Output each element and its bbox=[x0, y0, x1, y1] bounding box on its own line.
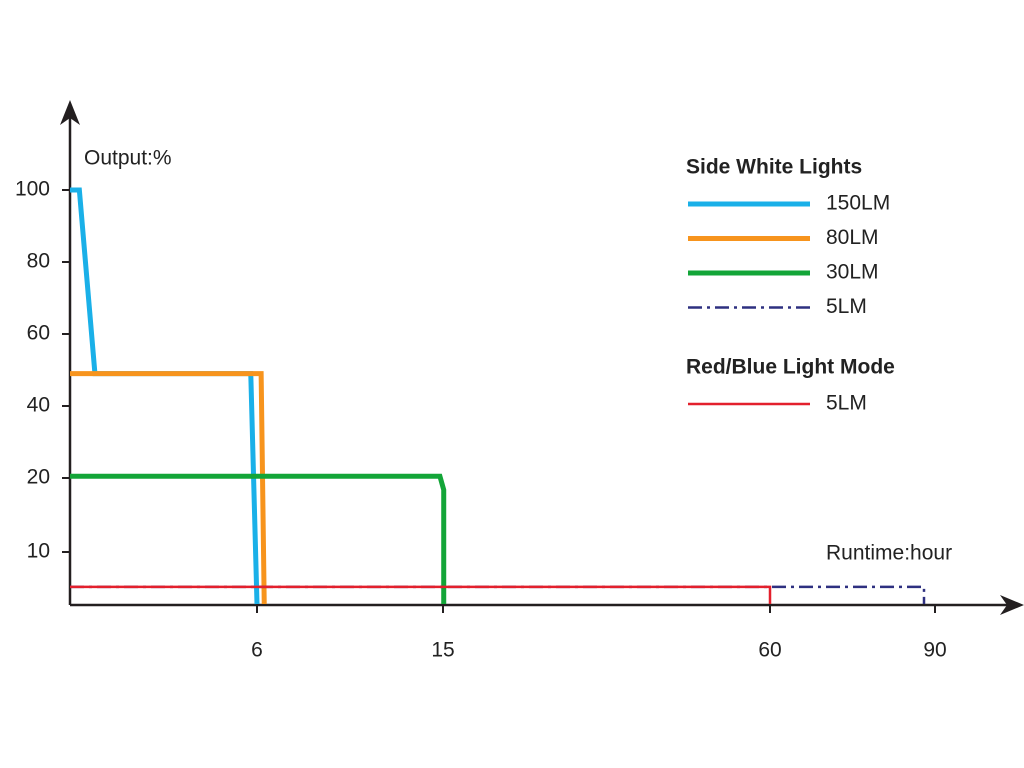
x-tick-label: 90 bbox=[923, 639, 946, 662]
series-line bbox=[70, 585, 926, 604]
y-tick-label: 60 bbox=[27, 322, 50, 345]
x-axis-arrow bbox=[1000, 595, 1024, 615]
legend-label: 30LM bbox=[826, 261, 879, 284]
y-axis-label: Output:% bbox=[84, 147, 172, 170]
legend-label: 5LM bbox=[826, 295, 867, 318]
legend-title: Side White Lights bbox=[686, 156, 862, 179]
series-line bbox=[70, 473, 447, 604]
y-tick-label: 10 bbox=[27, 540, 50, 563]
y-tick-label: 20 bbox=[27, 466, 50, 489]
series-line bbox=[70, 585, 772, 604]
y-tick-label: 40 bbox=[27, 394, 50, 417]
legend-label: 150LM bbox=[826, 192, 890, 215]
y-tick-label: 80 bbox=[27, 250, 50, 273]
x-tick-label: 6 bbox=[251, 639, 263, 662]
legend-label: 5LM bbox=[826, 392, 867, 415]
x-tick-label: 15 bbox=[431, 639, 454, 662]
series-line bbox=[70, 187, 260, 605]
legend-label: 80LM bbox=[826, 226, 879, 249]
y-tick-label: 100 bbox=[15, 178, 50, 201]
y-axis-arrow bbox=[60, 100, 80, 125]
x-axis-label: Runtime:hour bbox=[826, 542, 952, 565]
x-tick-label: 60 bbox=[758, 639, 781, 662]
legend-title: Red/Blue Light Mode bbox=[686, 356, 895, 379]
series-line bbox=[70, 371, 267, 605]
